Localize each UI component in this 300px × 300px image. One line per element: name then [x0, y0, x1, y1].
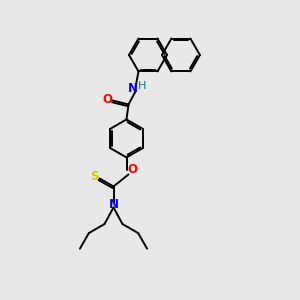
Text: S: S	[90, 170, 99, 183]
Text: O: O	[103, 93, 112, 106]
Text: H: H	[138, 82, 147, 92]
Text: N: N	[109, 198, 118, 211]
Text: O: O	[128, 163, 137, 176]
Text: N: N	[128, 82, 137, 95]
